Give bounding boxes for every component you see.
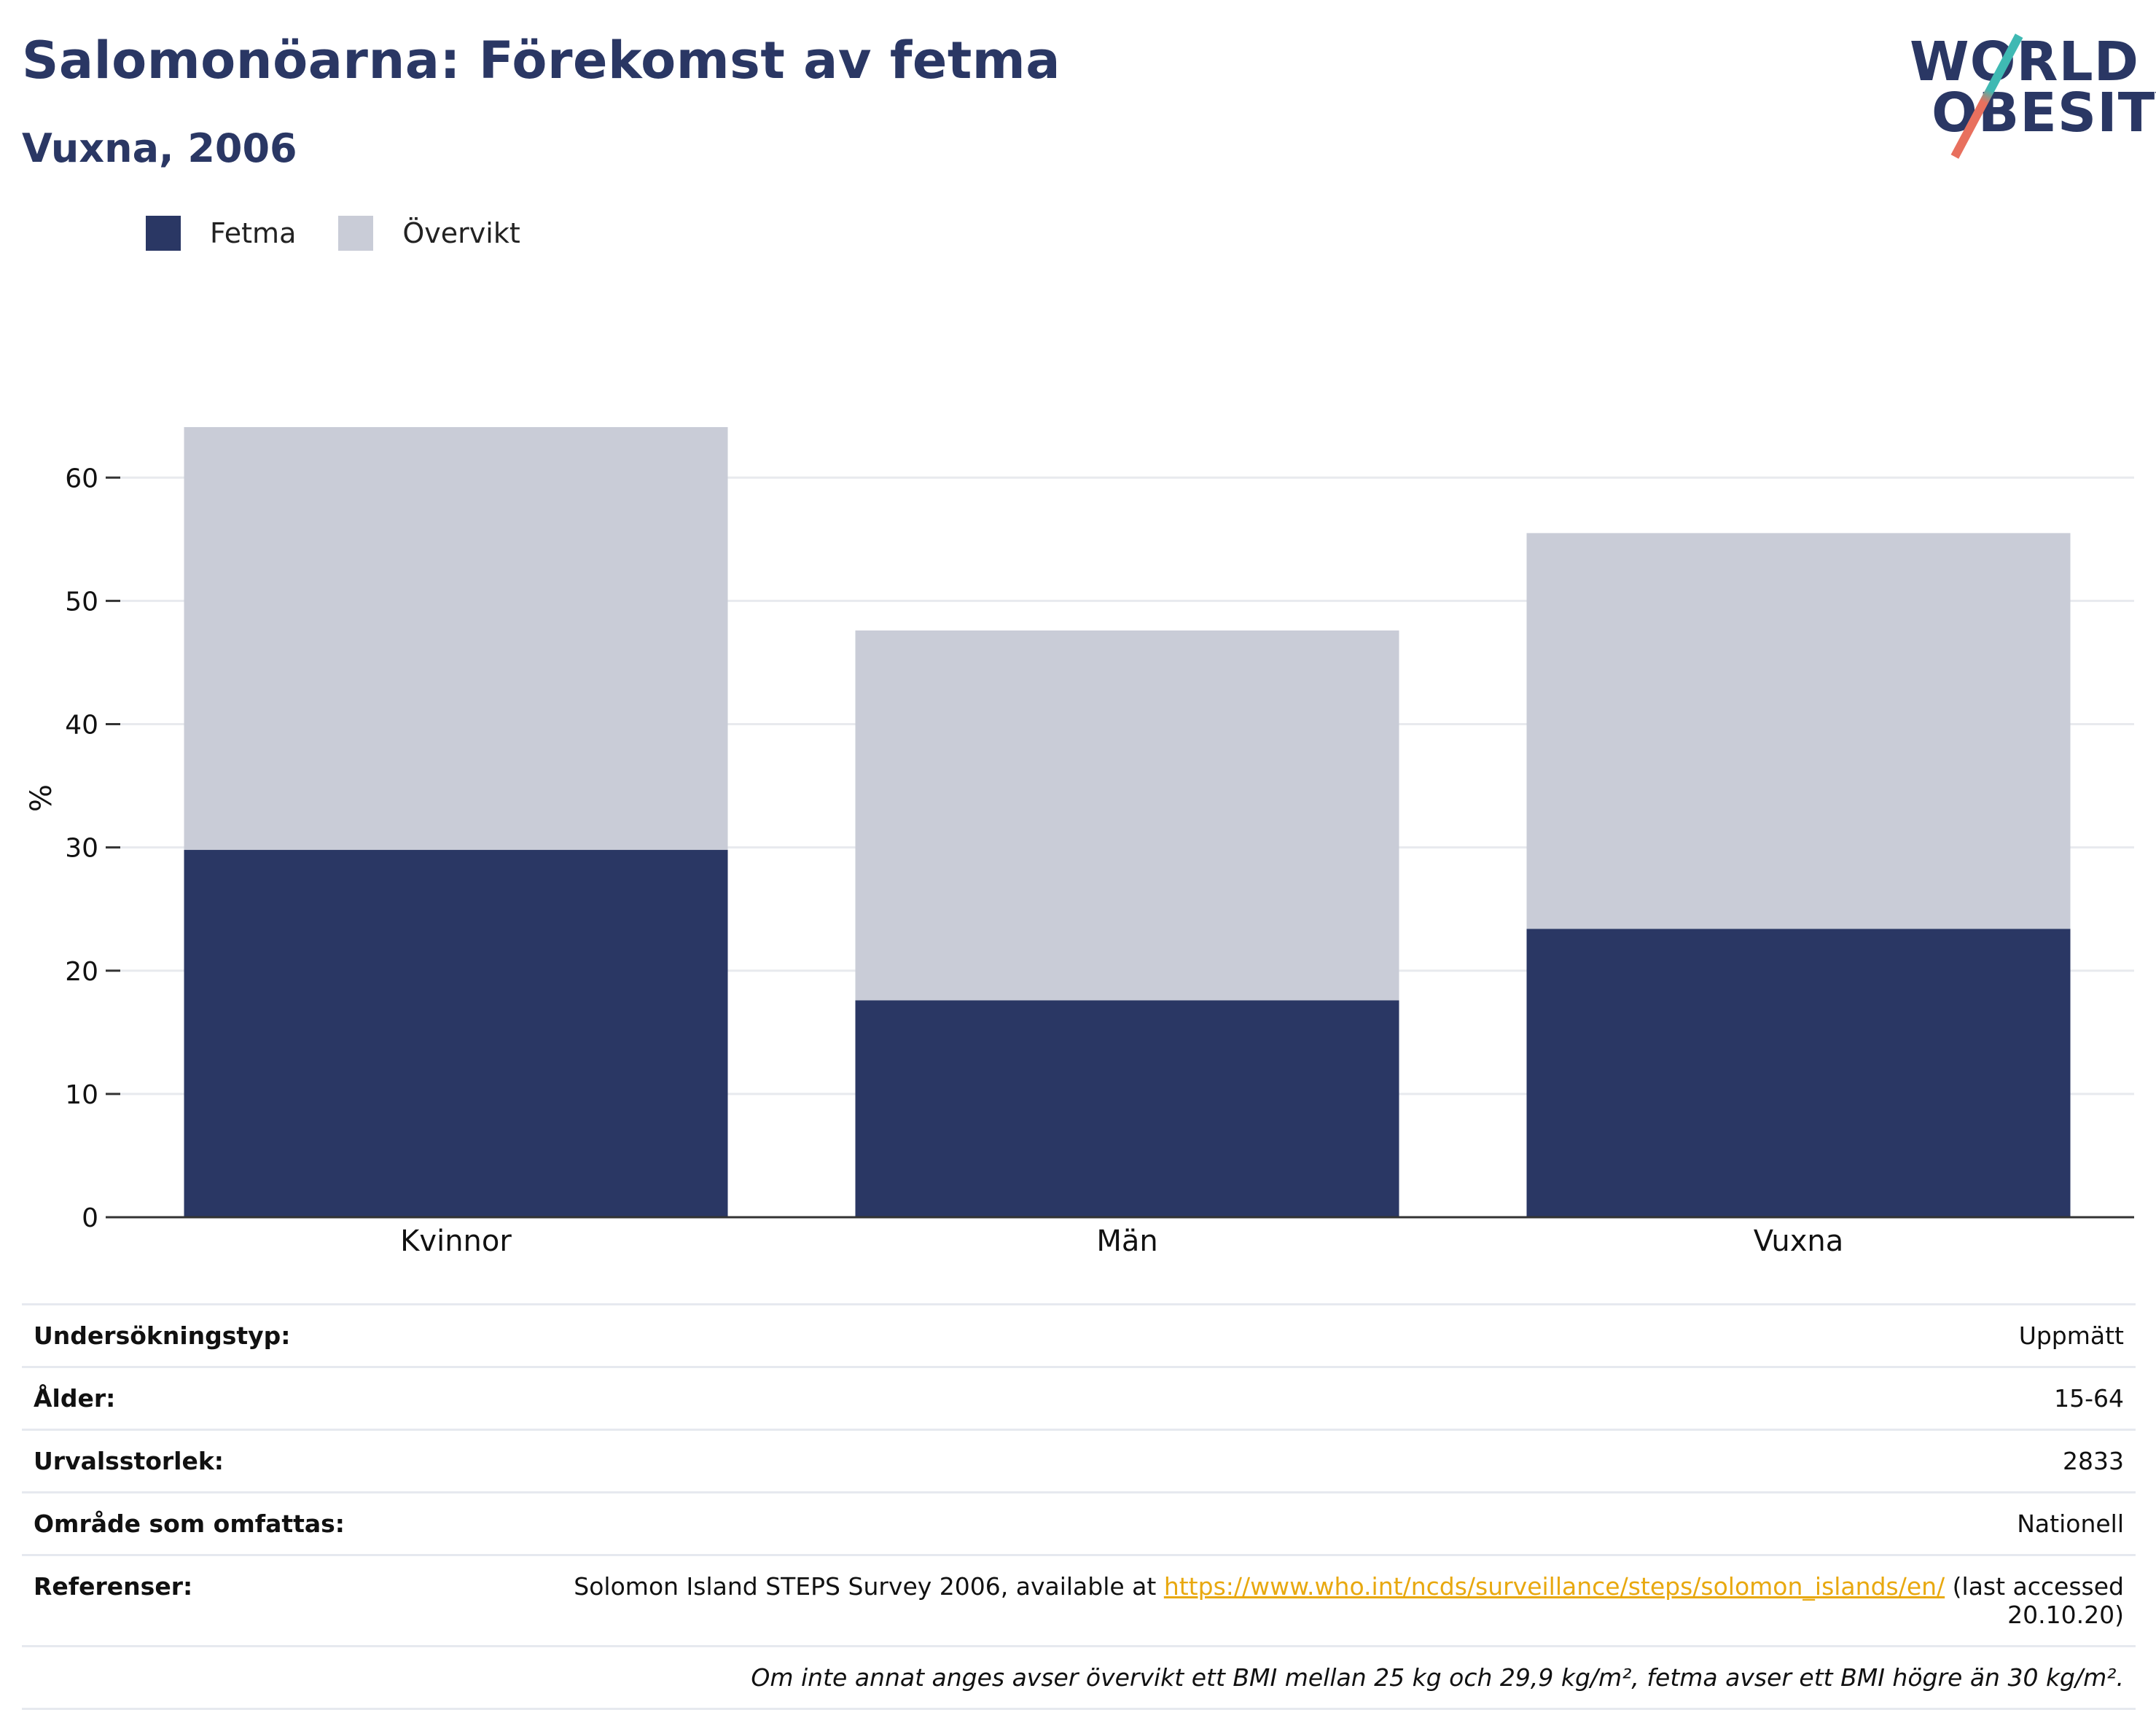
y-tick-label: 10 bbox=[65, 1080, 98, 1110]
info-value-age: 15-64 bbox=[2054, 1384, 2124, 1413]
bar-chart: 0 10 20 30 40 50 60 Kvinnor Män Vuxna% bbox=[25, 426, 2134, 1258]
legend-swatch-fetma bbox=[146, 216, 181, 251]
reference-text: Solomon Island STEPS Survey 2006, availa… bbox=[574, 1572, 1164, 1601]
chart-legend: Fetma Övervikt bbox=[146, 216, 563, 251]
info-value-references: Solomon Island STEPS Survey 2006, availa… bbox=[555, 1555, 2136, 1647]
bar-fetma-vuxna bbox=[1526, 929, 2071, 1217]
legend-item-overvikt[interactable]: Övervikt bbox=[338, 216, 520, 251]
info-value-area: Nationell bbox=[2017, 1510, 2124, 1538]
y-tick-label: 50 bbox=[65, 587, 98, 617]
info-key-age: Ålder: bbox=[34, 1384, 116, 1413]
table-row: Ålder: 15-64 bbox=[22, 1367, 2136, 1430]
survey-info-table: Undersökningstyp: Uppmätt Ålder: 15-64 U… bbox=[22, 1303, 2136, 1710]
legend-label-fetma: Fetma bbox=[210, 217, 297, 249]
y-axis-title: % bbox=[25, 784, 58, 812]
info-key-references: Referenser: bbox=[34, 1572, 193, 1601]
info-key-survey-type: Undersökningstyp: bbox=[34, 1321, 291, 1350]
reference-link[interactable]: https://www.who.int/ncds/surveillance/st… bbox=[1163, 1572, 1945, 1601]
table-row: Referenser: Solomon Island STEPS Survey … bbox=[22, 1555, 2136, 1647]
bars bbox=[184, 426, 2071, 1217]
x-category-label: Kvinnor bbox=[400, 1225, 512, 1258]
bar-fetma-mn bbox=[855, 1000, 1399, 1217]
table-row: Undersökningstyp: Uppmätt bbox=[22, 1304, 2136, 1367]
reference-accessed: (last accessed 20.10.20) bbox=[1945, 1572, 2124, 1629]
info-value-survey-type: Uppmätt bbox=[2018, 1321, 2124, 1350]
chart-subtitle: Vuxna, 2006 bbox=[22, 125, 297, 171]
x-category-label: Män bbox=[1096, 1225, 1157, 1258]
y-tick-label: 40 bbox=[65, 711, 98, 741]
legend-label-overvikt: Övervikt bbox=[402, 217, 520, 249]
table-row: Område som omfattas: Nationell bbox=[22, 1492, 2136, 1555]
logo-text-world: WORLD bbox=[1910, 31, 2140, 93]
table-row: Om inte annat anges avser övervikt ett B… bbox=[22, 1646, 2136, 1709]
y-tick-label: 0 bbox=[82, 1203, 98, 1233]
info-key-area: Område som omfattas: bbox=[34, 1510, 345, 1538]
info-value-sample-size: 2833 bbox=[2063, 1447, 2124, 1475]
chart-title: Salomonöarna: Förekomst av fetma bbox=[22, 31, 1061, 90]
bar-vervikt-vuxna bbox=[1526, 533, 2071, 929]
bmi-definition-note: Om inte annat anges avser övervikt ett B… bbox=[751, 1663, 2124, 1692]
bar-fetma-kvinnor bbox=[184, 850, 728, 1217]
table-row: Urvalsstorlek: 2833 bbox=[22, 1429, 2136, 1493]
y-tick-label: 60 bbox=[65, 464, 98, 493]
y-tick-label: 30 bbox=[65, 834, 98, 864]
bar-vervikt-mn bbox=[855, 630, 1399, 1001]
axes: 0 10 20 30 40 50 60 Kvinnor Män Vuxna% bbox=[25, 464, 2134, 1258]
y-tick-label: 20 bbox=[65, 957, 98, 987]
legend-swatch-overvikt bbox=[338, 216, 374, 251]
legend-item-fetma[interactable]: Fetma bbox=[146, 216, 296, 251]
x-category-label: Vuxna bbox=[1754, 1225, 1844, 1258]
info-key-sample-size: Urvalsstorlek: bbox=[34, 1447, 224, 1475]
world-obesity-logo: WORLD OBESITY bbox=[1895, 20, 2156, 159]
bar-vervikt-kvinnor bbox=[184, 426, 728, 851]
